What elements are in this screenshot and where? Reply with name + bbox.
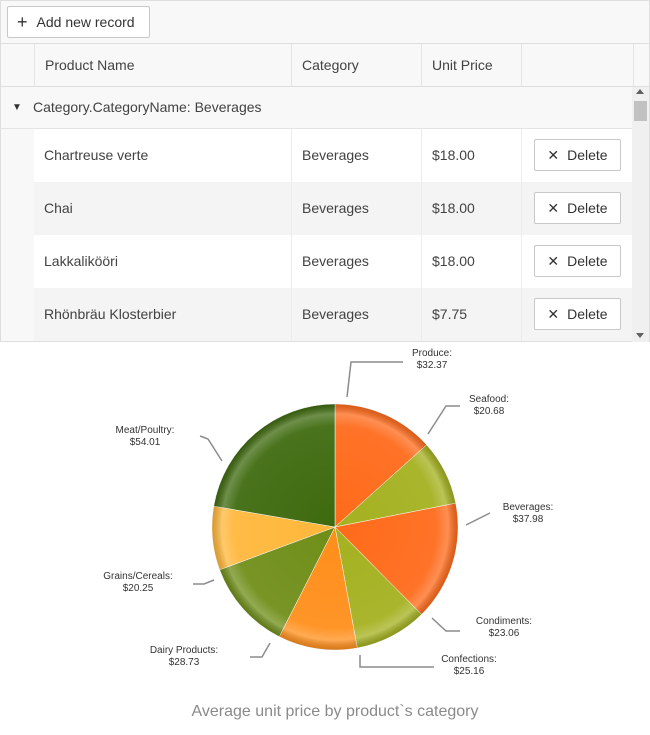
scroll-up-arrow-icon[interactable]: [636, 89, 644, 94]
close-icon: ✕: [547, 253, 560, 269]
close-icon: ✕: [547, 200, 560, 216]
command-cell: ✕ Delete: [521, 182, 633, 235]
group-header-text: Category.CategoryName: Beverages: [33, 99, 262, 115]
row-indent: [1, 288, 34, 341]
vertical-scrollbar[interactable]: [632, 87, 649, 342]
pie-slice-meat-poultry[interactable]: [213, 403, 336, 528]
unit-price-cell[interactable]: $18.00: [421, 182, 521, 235]
slice-value-label: $25.16: [454, 666, 485, 677]
product-name-cell[interactable]: Chai: [44, 200, 73, 216]
command-cell: ✕ Delete: [521, 288, 633, 341]
unit-price-cell[interactable]: $7.75: [421, 288, 521, 341]
slice-category-label: Condiments:: [476, 616, 532, 627]
category-cell[interactable]: Beverages: [291, 182, 421, 235]
delete-button[interactable]: ✕ Delete: [534, 245, 621, 277]
slice-category-label: Produce:: [412, 348, 452, 359]
slice-value-label: $20.68: [474, 406, 505, 417]
close-icon: ✕: [547, 147, 560, 163]
add-new-record-button[interactable]: + Add new record: [7, 6, 150, 38]
unit-price-cell[interactable]: $18.00: [421, 129, 521, 182]
delete-label: Delete: [567, 306, 608, 322]
label-connector-meat-poultry: [199, 435, 223, 462]
slice-value-label: $37.98: [513, 514, 544, 525]
data-grid: + Add new record Product Name Category U…: [0, 0, 650, 342]
slice-category-label: Beverages:: [503, 502, 554, 513]
slice-value-label: $23.06: [489, 628, 520, 639]
label-connector-seafood: [427, 405, 460, 435]
category-cell[interactable]: Beverages: [291, 129, 421, 182]
slice-value-label: $28.73: [169, 657, 200, 668]
row-indent: [1, 182, 34, 235]
group-row-beverages: ▼ Category.CategoryName: Beverages: [1, 87, 633, 129]
label-connector-confections: [359, 655, 434, 668]
table-row: Chartreuse verte Beverages $18.00 ✕ Dele…: [1, 129, 633, 182]
product-name-cell[interactable]: Lakkalikööri: [44, 253, 118, 269]
column-header-category-label: Category: [302, 57, 359, 73]
delete-label: Delete: [567, 253, 608, 269]
row-indent: [1, 235, 34, 288]
row-cells: Chai Beverages $18.00 ✕ Delete: [34, 182, 633, 235]
collapse-caret-icon[interactable]: ▼: [12, 102, 22, 113]
table-row: Lakkalikööri Beverages $18.00 ✕ Delete: [1, 235, 633, 288]
category-cell[interactable]: Beverages: [291, 235, 421, 288]
category-cell[interactable]: Beverages: [291, 288, 421, 341]
slice-category-label: Meat/Poultry:: [116, 425, 175, 436]
add-new-record-label: Add new record: [36, 14, 135, 30]
delete-label: Delete: [567, 147, 608, 163]
product-name-cell[interactable]: Chartreuse verte: [44, 147, 149, 163]
table-row: Chai Beverages $18.00 ✕ Delete: [1, 182, 633, 235]
unit-price-cell[interactable]: $18.00: [421, 235, 521, 288]
scrollbar-thumb[interactable]: [634, 101, 647, 121]
slice-category-label: Seafood:: [469, 394, 509, 405]
label-connector-grains-cereals: [193, 579, 215, 585]
label-connector-beverages: [465, 512, 491, 526]
grid-toolbar: + Add new record: [1, 1, 649, 44]
command-cell: ✕ Delete: [521, 235, 633, 288]
command-cell: ✕ Delete: [521, 129, 633, 182]
close-icon: ✕: [547, 306, 560, 322]
row-cells: Rhönbräu Klosterbier Beverages $7.75 ✕ D…: [34, 288, 633, 341]
slice-value-label: $20.25: [123, 583, 154, 594]
product-name-cell[interactable]: Rhönbräu Klosterbier: [44, 306, 177, 322]
pie-chart-svg: Produce:$32.37 Seafood:$20.68 Beverages:$3…: [103, 348, 554, 677]
row-indent: [1, 129, 34, 182]
column-header-unit-price[interactable]: Unit Price: [421, 44, 521, 86]
slice-category-label: Confections:: [441, 654, 497, 665]
column-header-unit-price-label: Unit Price: [432, 57, 493, 73]
column-header-command: [521, 44, 633, 86]
scroll-down-arrow-icon[interactable]: [636, 333, 644, 338]
column-header-category[interactable]: Category: [291, 44, 421, 86]
label-connector-condiments: [431, 617, 460, 632]
column-header-product-name-label: Product Name: [45, 57, 135, 73]
chart-title: Average unit price by product`s category: [191, 703, 479, 720]
slice-category-label: Grains/Cereals:: [103, 571, 172, 582]
table-row: Rhönbräu Klosterbier Beverages $7.75 ✕ D…: [1, 288, 633, 341]
slice-category-label: Dairy Products:: [150, 645, 218, 656]
slice-value-label: $54.01: [130, 437, 161, 448]
column-header-product-name[interactable]: Product Name: [34, 44, 292, 86]
grid-header: Product Name Category Unit Price: [1, 44, 649, 87]
delete-label: Delete: [567, 200, 608, 216]
row-cells: Lakkalikööri Beverages $18.00 ✕ Delete: [34, 235, 633, 288]
slice-value-label: $32.37: [417, 360, 448, 371]
delete-button[interactable]: ✕ Delete: [534, 192, 621, 224]
grid-rows: Chartreuse verte Beverages $18.00 ✕ Dele…: [1, 129, 633, 342]
plus-icon: +: [17, 12, 28, 32]
row-cells: Chartreuse verte Beverages $18.00 ✕ Dele…: [34, 129, 633, 182]
header-scroll-spacer: [633, 44, 650, 86]
pie-chart: Produce: $32.37 Seafood: $20.68 Beverages: $3…: [0, 342, 650, 730]
delete-button[interactable]: ✕ Delete: [534, 139, 621, 171]
label-connector-produce: [346, 361, 403, 398]
delete-button[interactable]: ✕ Delete: [534, 298, 621, 330]
label-connector-dairy-products: [250, 642, 271, 658]
